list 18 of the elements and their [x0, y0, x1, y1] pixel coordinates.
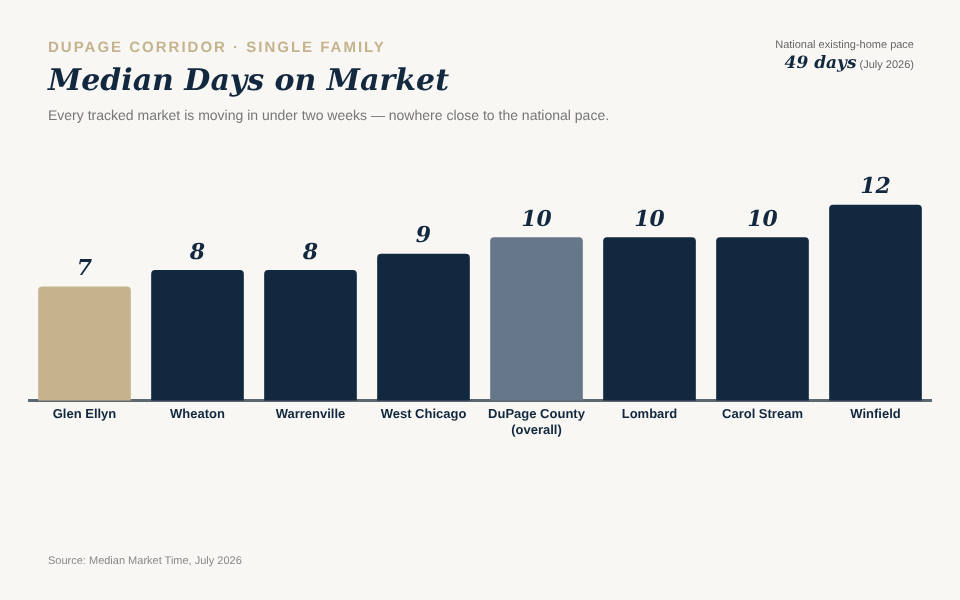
data-label: 9 — [415, 222, 432, 249]
bar — [377, 253, 470, 401]
bar — [38, 286, 131, 401]
data-label: 10 — [521, 206, 553, 233]
text: 49 days — [784, 54, 857, 74]
data-label: 10 — [634, 206, 666, 233]
bar — [264, 270, 357, 401]
data-label: 7 — [76, 255, 93, 282]
data-label: 8 — [187, 238, 206, 265]
data-label: 10 — [747, 206, 779, 233]
bar — [490, 237, 583, 401]
chart-title: Median Days on Market — [48, 62, 450, 98]
bar — [716, 237, 809, 401]
data-label: 12 — [860, 173, 892, 200]
bar — [829, 204, 922, 401]
bar — [151, 270, 244, 401]
bar — [603, 237, 696, 401]
data-label: 8 — [300, 238, 319, 265]
